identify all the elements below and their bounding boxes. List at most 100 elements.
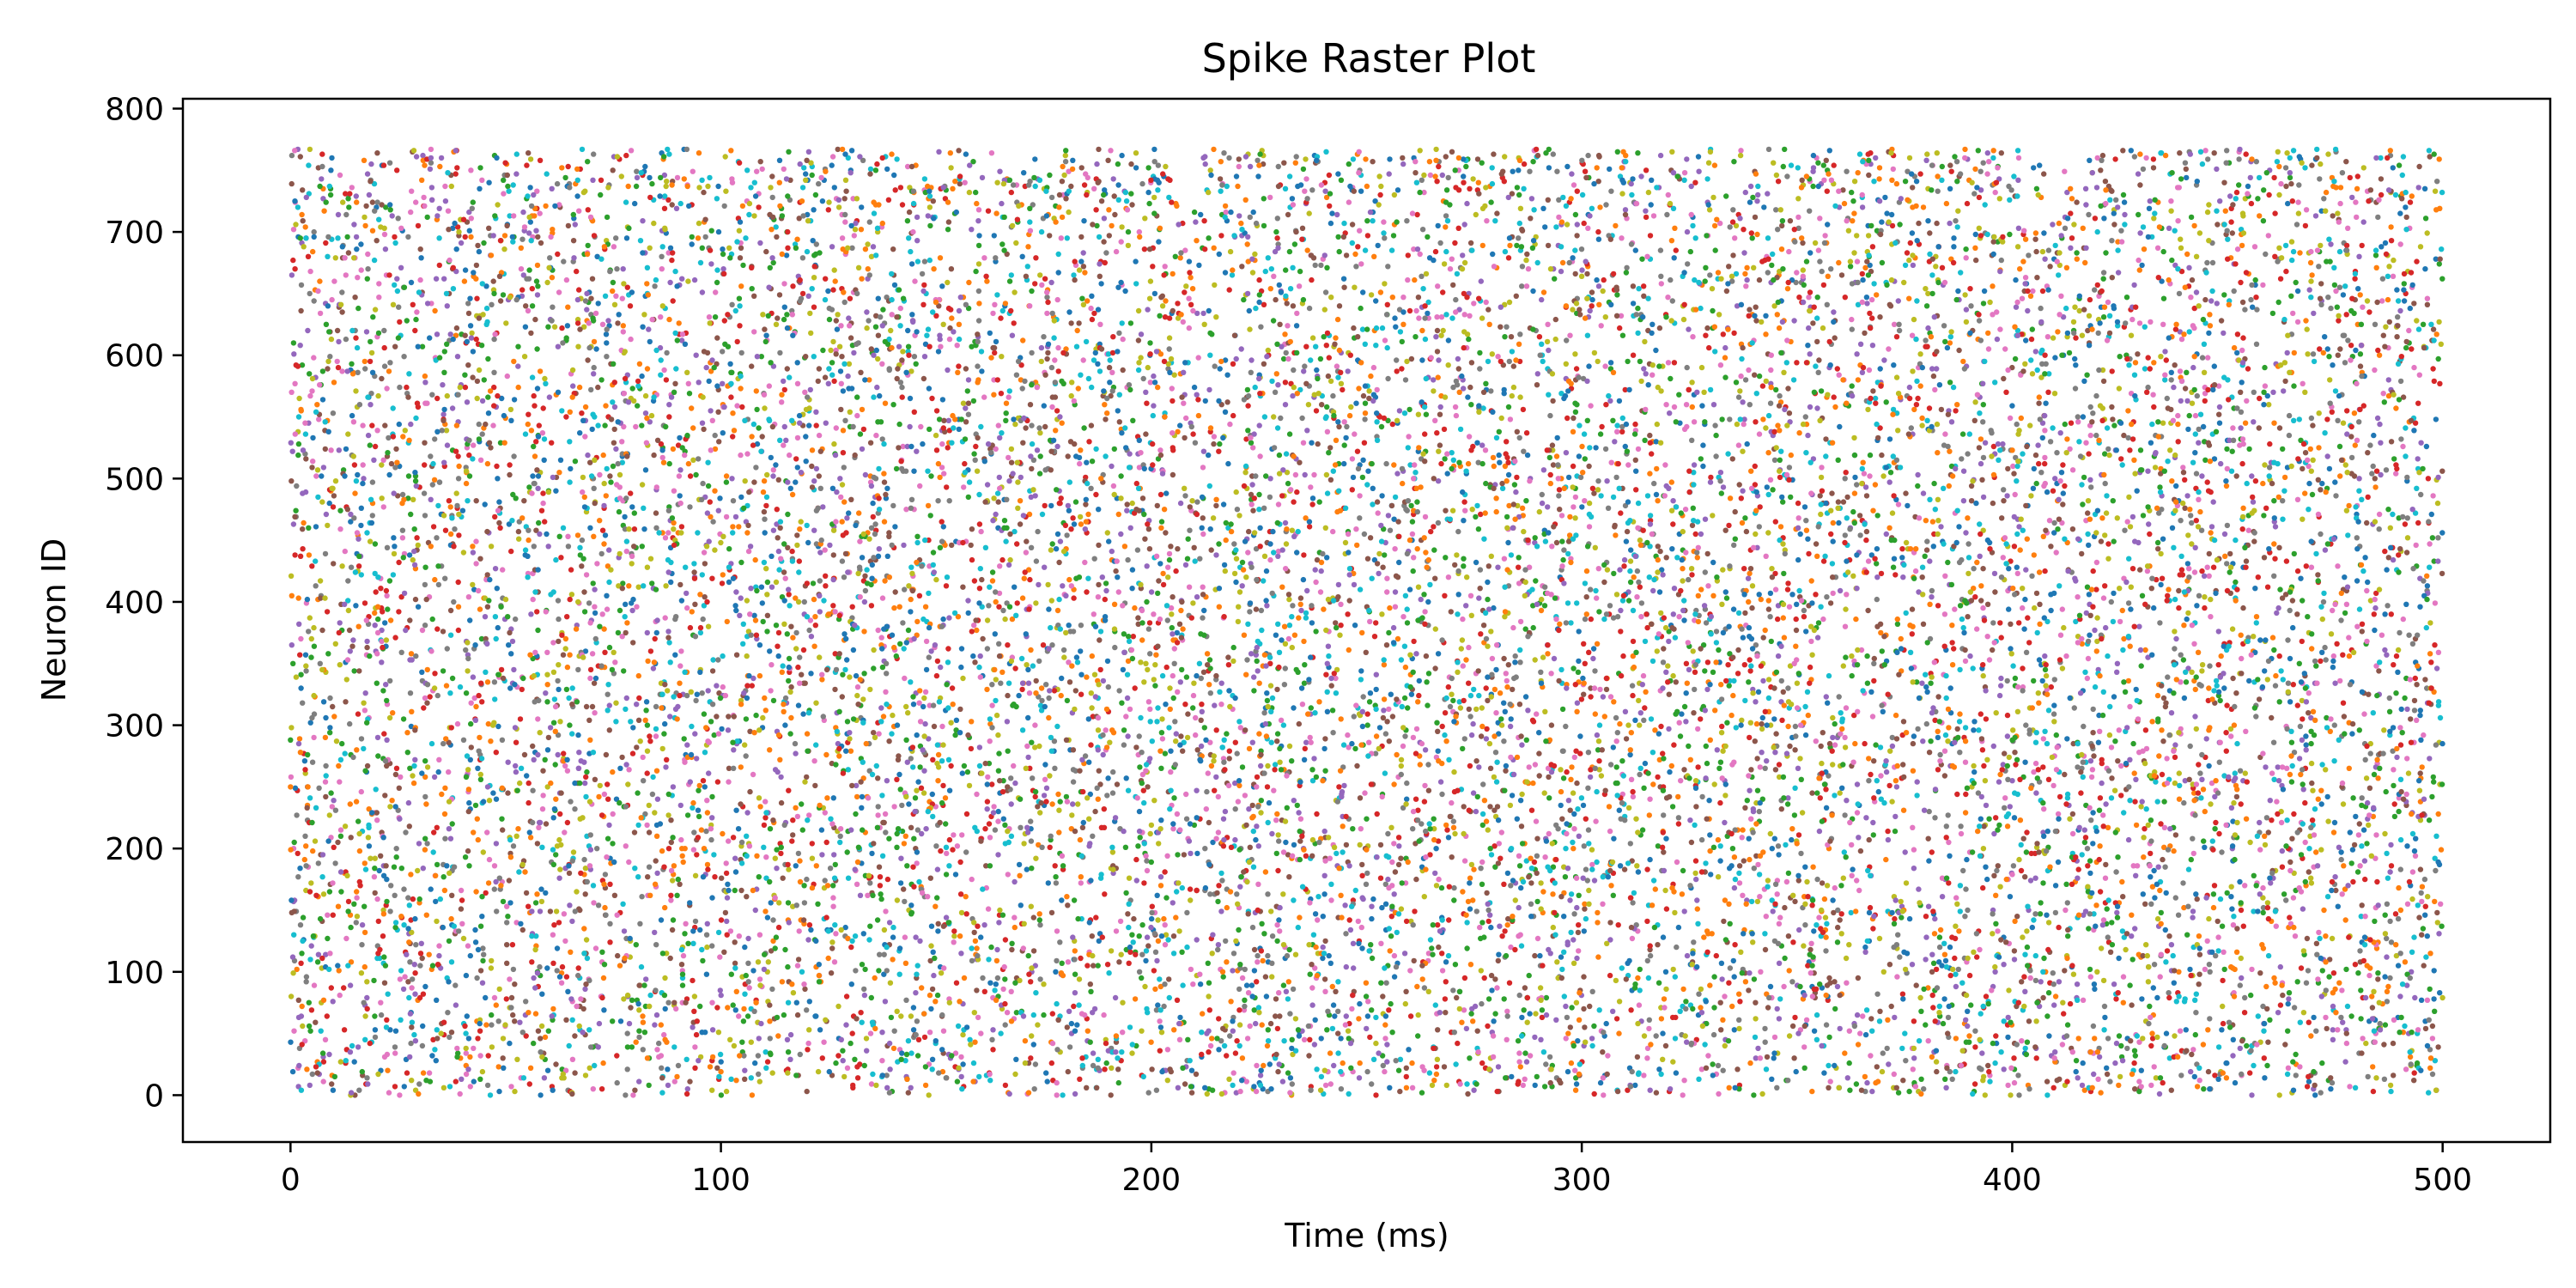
spike-point bbox=[848, 748, 854, 754]
spike-point bbox=[717, 495, 723, 501]
spike-point bbox=[479, 431, 485, 437]
spike-point bbox=[2297, 250, 2303, 256]
spike-point bbox=[1656, 589, 1663, 595]
spike-point bbox=[1527, 168, 1533, 174]
spike-point bbox=[696, 185, 702, 191]
spike-point bbox=[1649, 372, 1656, 378]
spike-point bbox=[883, 908, 889, 914]
spike-point bbox=[1843, 606, 1849, 612]
spike-point bbox=[714, 683, 720, 689]
spike-point bbox=[1874, 1064, 1880, 1070]
spike-point bbox=[517, 716, 524, 722]
spike-point bbox=[898, 855, 904, 861]
spike-point bbox=[811, 478, 817, 484]
spike-point bbox=[1992, 969, 1998, 975]
spike-point bbox=[720, 246, 726, 252]
spike-point bbox=[350, 637, 356, 643]
spike-point bbox=[886, 1040, 893, 1047]
spike-point bbox=[1844, 1075, 1850, 1081]
spike-point bbox=[1128, 161, 1134, 167]
spike-point bbox=[2278, 819, 2285, 826]
spike-point bbox=[894, 314, 900, 320]
spike-point bbox=[2104, 425, 2111, 431]
spike-point bbox=[2311, 310, 2317, 317]
spike-point bbox=[317, 578, 324, 584]
spike-point bbox=[596, 1020, 603, 1027]
spike-point bbox=[2104, 906, 2110, 912]
spike-point bbox=[692, 601, 698, 607]
spike-point bbox=[316, 416, 322, 422]
spike-point bbox=[1095, 361, 1101, 367]
spike-point bbox=[544, 784, 550, 790]
spike-point bbox=[677, 663, 683, 669]
spike-point bbox=[642, 410, 649, 416]
spike-point bbox=[435, 769, 441, 775]
spike-point bbox=[2228, 805, 2235, 811]
spike-point bbox=[557, 457, 564, 463]
spike-point bbox=[500, 567, 506, 573]
spike-point bbox=[1190, 431, 1196, 437]
spike-point bbox=[1095, 594, 1102, 600]
spike-point bbox=[1767, 722, 1774, 728]
spike-point bbox=[960, 1061, 966, 1067]
spike-point bbox=[2008, 1065, 2014, 1072]
spike-point bbox=[455, 627, 462, 634]
spike-point bbox=[1934, 220, 1940, 227]
spike-point bbox=[1540, 889, 1546, 895]
spike-point bbox=[1810, 864, 1816, 870]
spike-point bbox=[1926, 858, 1932, 864]
spike-point bbox=[1576, 1017, 1583, 1024]
spike-point bbox=[1576, 629, 1582, 635]
spike-point bbox=[1747, 668, 1753, 674]
spike-point bbox=[1834, 983, 1841, 990]
spike-point bbox=[1461, 804, 1467, 810]
spike-point bbox=[1131, 915, 1137, 922]
spike-point bbox=[1087, 981, 1094, 987]
spike-point bbox=[1545, 504, 1551, 510]
spike-point bbox=[1868, 689, 1874, 695]
spike-point bbox=[1017, 498, 1024, 504]
spike-point bbox=[1467, 185, 1473, 191]
spike-point bbox=[2141, 246, 2148, 252]
spike-point bbox=[728, 1076, 734, 1083]
spike-point bbox=[513, 739, 519, 745]
spike-point bbox=[1064, 235, 1071, 241]
spike-point bbox=[890, 712, 896, 719]
spike-point bbox=[726, 579, 732, 586]
spike-point bbox=[1029, 422, 1035, 428]
spike-point bbox=[1558, 954, 1564, 960]
spike-point bbox=[2014, 914, 2020, 920]
spike-point bbox=[1564, 1014, 1571, 1021]
spike-point bbox=[1292, 951, 1299, 957]
spike-point bbox=[1638, 600, 1645, 606]
spike-point bbox=[303, 668, 309, 674]
spike-point bbox=[817, 654, 823, 660]
spike-point bbox=[1309, 603, 1315, 609]
spike-point bbox=[1470, 176, 1476, 182]
spike-point bbox=[986, 821, 993, 827]
spike-point bbox=[908, 824, 914, 830]
spike-point bbox=[1587, 1003, 1593, 1010]
spike-point bbox=[1346, 598, 1352, 604]
spike-point bbox=[1215, 942, 1222, 948]
spike-point bbox=[336, 338, 342, 345]
spike-point bbox=[699, 420, 706, 426]
spike-point bbox=[1028, 979, 1034, 985]
spike-point bbox=[299, 211, 305, 218]
spike-point bbox=[601, 881, 607, 888]
spike-point bbox=[1591, 1091, 1597, 1097]
spike-point bbox=[1696, 1076, 1702, 1083]
spike-point bbox=[1213, 314, 1219, 320]
spike-point bbox=[1563, 361, 1570, 367]
spike-point bbox=[2289, 835, 2295, 841]
spike-point bbox=[935, 778, 941, 784]
spike-point bbox=[1670, 611, 1677, 617]
spike-point bbox=[1245, 392, 1252, 399]
spike-point bbox=[2407, 1054, 2414, 1060]
spike-point bbox=[2160, 738, 2166, 744]
spike-point bbox=[1084, 589, 1090, 595]
spike-point bbox=[1397, 1088, 1403, 1095]
spike-point bbox=[358, 522, 364, 529]
spike-point bbox=[1274, 425, 1281, 431]
spike-point bbox=[1455, 1040, 1461, 1047]
